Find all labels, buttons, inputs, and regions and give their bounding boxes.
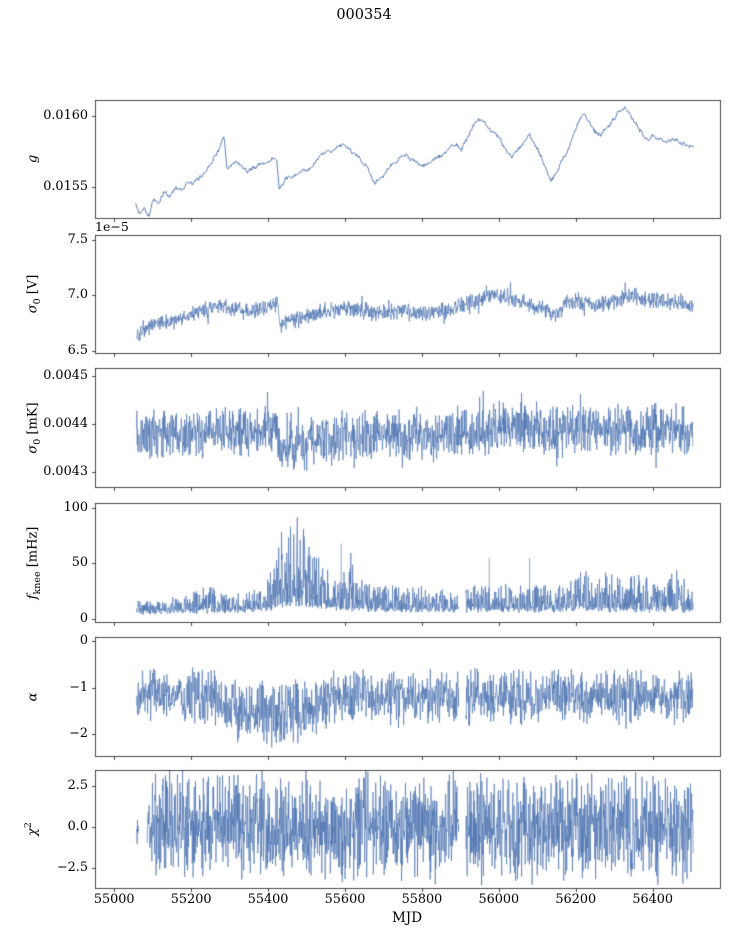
y-axis-label-sigma0-v: σ0 [V] [25, 274, 43, 314]
y-tick-label: 0.0045 [43, 368, 88, 383]
axis-offset-text: 1e−5 [95, 219, 129, 234]
x-tick-label: 56200 [555, 892, 597, 907]
y-tick-label: 100 [63, 499, 88, 515]
y-tick-label: 0 [79, 632, 88, 648]
x-tick-label: 55800 [401, 892, 443, 907]
y-axis-label-fknee: fknee [mHz] [25, 526, 43, 599]
ylabel-symbol: α [25, 692, 41, 701]
y-tick-label: 0.0160 [43, 107, 88, 123]
y-tick-label: 0 [79, 611, 88, 626]
x-tick-label: 55200 [170, 892, 212, 907]
x-tick-label: 55000 [93, 892, 135, 907]
ylabel-symbol: σ [25, 304, 41, 314]
ylabel-symbol: χ [25, 828, 41, 836]
ylabel-symbol: σ [25, 444, 41, 454]
x-tick-label: 55400 [247, 892, 289, 907]
y-tick-label: −2 [69, 726, 88, 741]
y-axis-label-sigma0-mk: σ0 [mK] [25, 401, 43, 454]
x-tick-label: 55600 [324, 892, 366, 907]
y-axis-label-g: g [23, 155, 43, 163]
y-tick-label: 50 [71, 555, 88, 571]
y-tick-label: 2.5 [67, 778, 88, 793]
y-tick-label: −2.5 [56, 859, 88, 875]
y-tick-label: 0.0044 [43, 415, 88, 431]
x-tick-label: 56000 [478, 892, 520, 907]
ylabel-symbol: f [25, 594, 41, 599]
y-tick-label: −1 [69, 679, 88, 695]
y-tick-label: 6.5 [67, 343, 88, 358]
figure-title: 000354 [336, 7, 392, 23]
y-axis-label-alpha: α [23, 692, 43, 701]
y-tick-label: 0.0043 [43, 463, 88, 479]
y-tick-label: 7.0 [67, 287, 88, 303]
y-tick-label: 0.0155 [43, 178, 88, 194]
x-tick-label: 56400 [632, 892, 674, 907]
ylabel-symbol: g [25, 154, 41, 164]
x-axis-label: MJD [391, 910, 423, 926]
y-tick-label: 7.5 [67, 231, 88, 247]
y-axis-label-chi2: χ2 [23, 822, 41, 836]
y-tick-label: 0.0 [67, 818, 88, 834]
